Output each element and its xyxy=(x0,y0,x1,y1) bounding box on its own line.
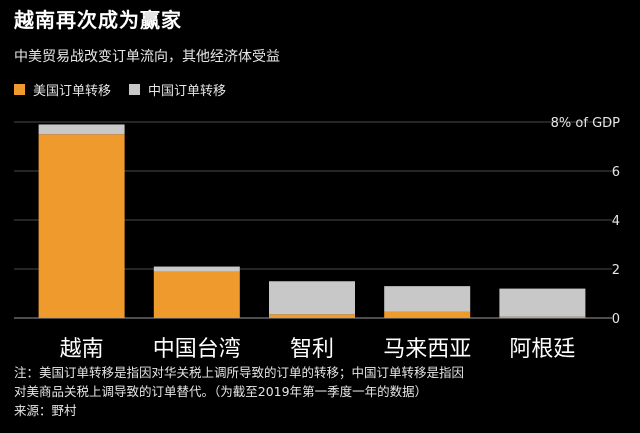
legend-item-cn: 中国订单转移 xyxy=(129,80,226,99)
chart-subtitle: 中美贸易战改变订单流向，其他经济体受益 xyxy=(14,49,280,65)
x-category-label-3: 马来西亚 xyxy=(383,337,471,362)
x-category-label-1: 中国台湾 xyxy=(153,337,241,362)
bar-0-series-0 xyxy=(38,134,125,318)
legend-item-us: 美国订单转移 xyxy=(14,80,111,99)
x-category-label-2: 智利 xyxy=(290,337,334,362)
legend: 美国订单转移 中国订单转移 xyxy=(14,80,244,99)
legend-label-cn: 中国订单转移 xyxy=(148,84,227,99)
chart-title: 越南再次成为赢家 xyxy=(14,8,182,32)
legend-swatch-cn xyxy=(129,84,141,95)
bar-3-series-0 xyxy=(384,311,471,318)
y-tick-label-0: 0 xyxy=(612,312,620,327)
source-line: 来源：野村 xyxy=(14,403,77,418)
bar-4-series-1 xyxy=(499,288,586,317)
bar-0-series-1 xyxy=(38,124,125,135)
y-tick-label-8: 8% of GDP xyxy=(551,116,621,131)
footnote: 注：美国订单转移是指因对华关税上调所导致的订单的转移；中国订单转移是指因 对美商… xyxy=(14,363,464,420)
bar-4-series-0 xyxy=(499,316,586,318)
footnote-line-1: 注：美国订单转移是指因对华关税上调所导致的订单的转移；中国订单转移是指因 xyxy=(14,365,465,380)
x-category-label-4: 阿根廷 xyxy=(509,337,575,362)
y-tick-label-6: 6 xyxy=(612,165,620,180)
y-tick-label-4: 4 xyxy=(612,214,620,229)
bar-2-series-0 xyxy=(269,314,355,318)
bar-2-series-1 xyxy=(269,281,355,315)
y-tick-label-2: 2 xyxy=(612,263,620,278)
footnote-line-2: 对美商品关税上调导致的订单替代。（为截至2019年第一季度一年的数据） xyxy=(14,384,428,399)
bar-1-series-0 xyxy=(153,271,240,318)
x-category-label-0: 越南 xyxy=(60,337,104,362)
bar-1-series-1 xyxy=(153,266,240,272)
legend-label-us: 美国订单转移 xyxy=(33,84,112,99)
legend-swatch-us xyxy=(14,84,25,95)
bar-3-series-1 xyxy=(384,286,471,312)
